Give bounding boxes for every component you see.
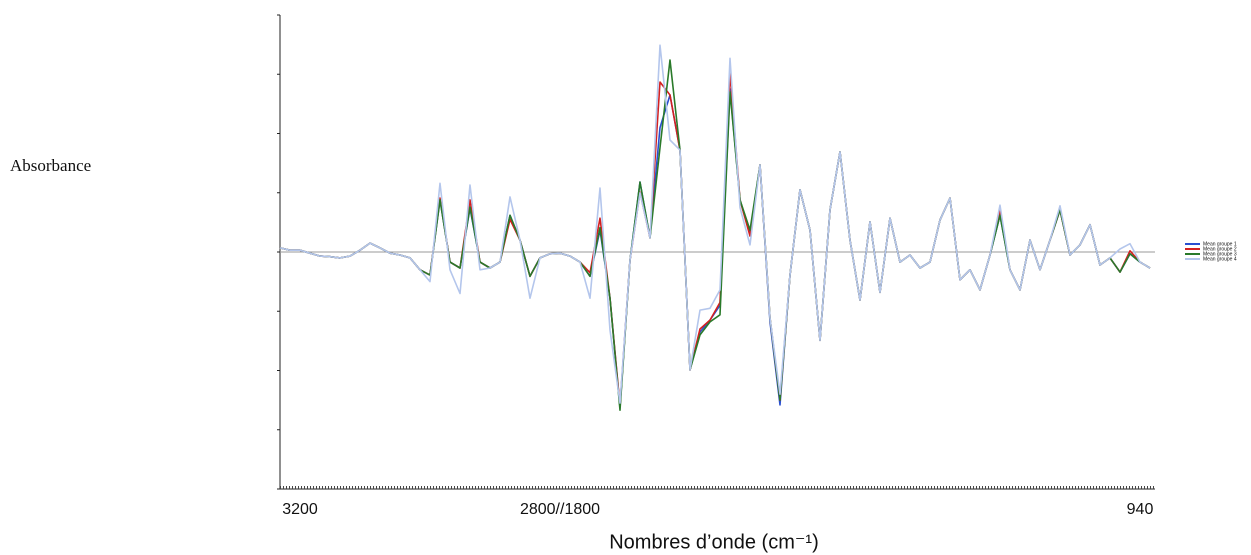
legend-label: Mean groupe 3: [1203, 251, 1237, 257]
series-line: [279, 44, 1151, 404]
series-line: [279, 71, 1151, 407]
y-axis-label: Absorbance: [10, 156, 91, 175]
legend-label: Mean groupe 1: [1203, 241, 1237, 247]
x-axis-label: Nombres d’onde (cm⁻¹): [609, 531, 819, 553]
x-tick-label: 940: [1127, 501, 1154, 518]
series-line: [279, 59, 1151, 411]
x-tick-label: 3200: [282, 501, 318, 518]
legend-label: Mean groupe 4: [1203, 256, 1237, 262]
series-line: [279, 88, 1151, 408]
legend-label: Mean groupe 2: [1203, 246, 1237, 252]
x-tick-label: 2800//1800: [520, 501, 600, 518]
